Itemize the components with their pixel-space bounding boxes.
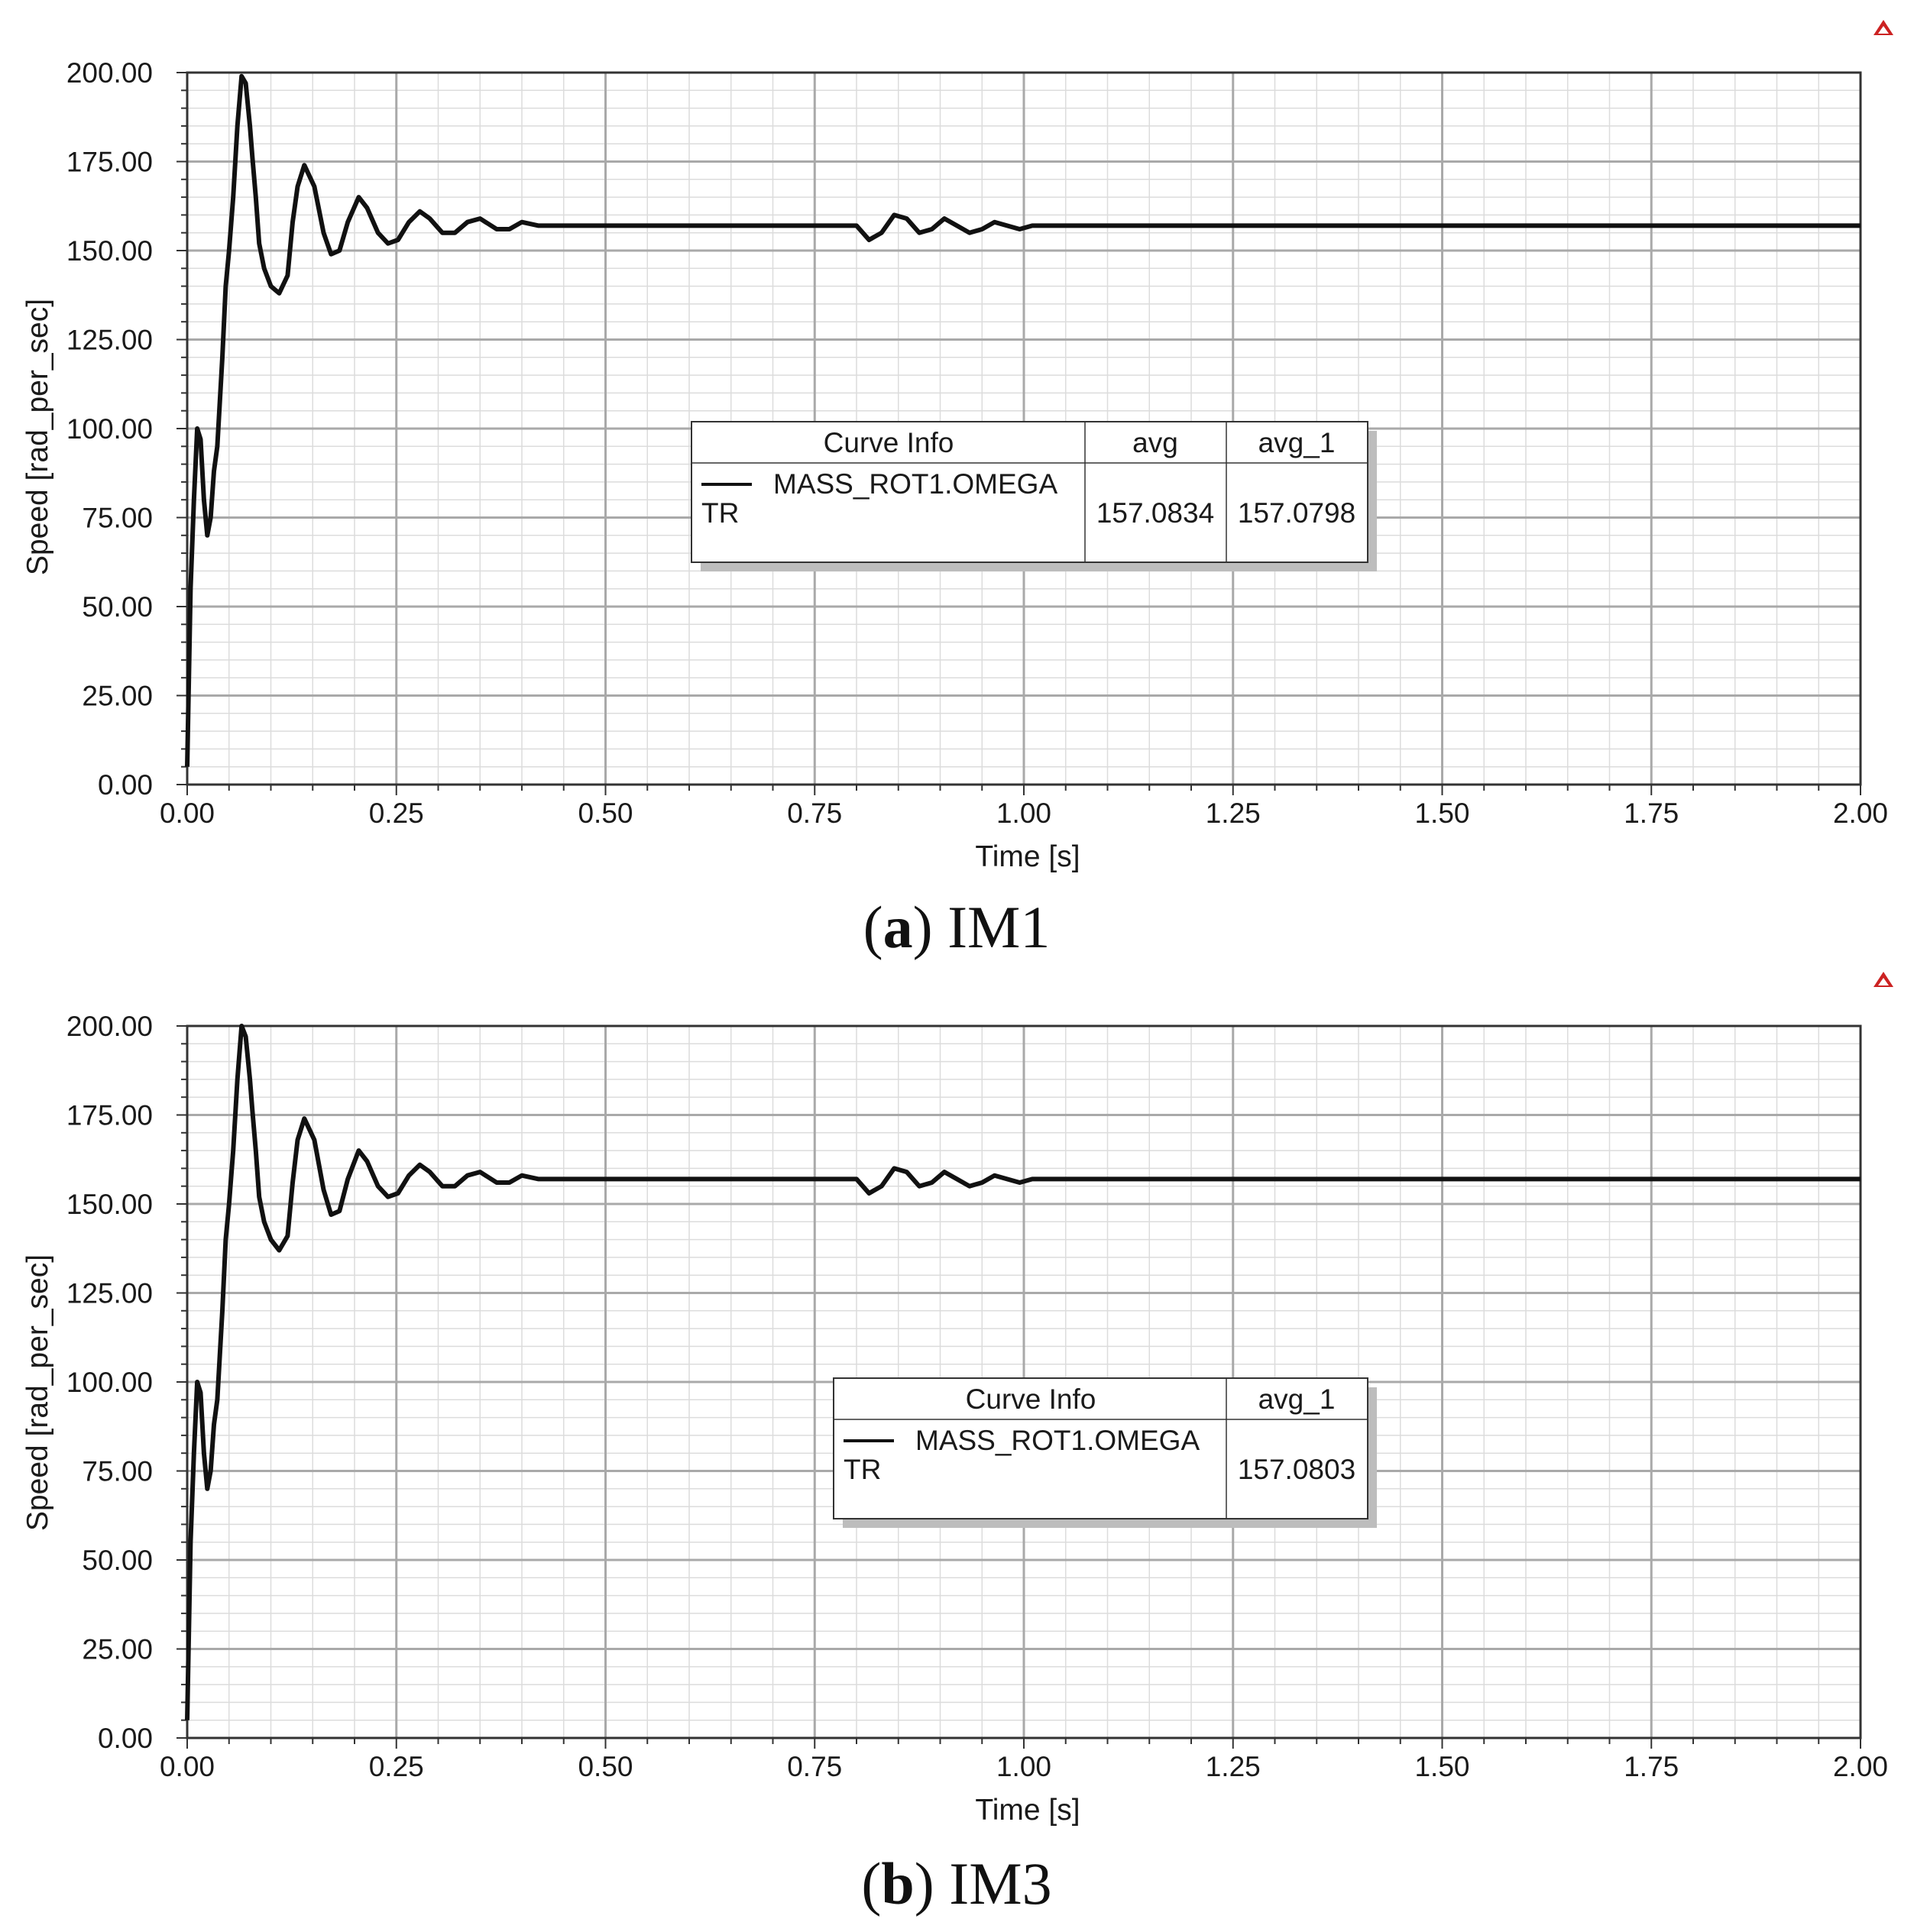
axes <box>177 71 1862 795</box>
y-tick-label: 100.00 <box>66 413 153 445</box>
x-tick-label: 0.50 <box>578 1751 633 1782</box>
y-tick-label: 200.00 <box>66 1011 153 1042</box>
x-tick-labels: 0.00 0.25 0.50 0.75 1.00 1.25 1.50 1.75 2.00 <box>160 798 1888 829</box>
legend-box: Curve Info avg_1 MASS_ROT1.OMEGA TR 157.… <box>833 1377 1377 1528</box>
x-tick-label: 1.50 <box>1414 1751 1469 1782</box>
legend-series-name: MASS_ROT1.OMEGA <box>773 468 1057 500</box>
axes <box>177 1024 1862 1749</box>
legend-series-sub: TR <box>844 1454 881 1485</box>
y-tick-label: 0.00 <box>98 1723 153 1754</box>
x-tick-label: 1.25 <box>1206 1751 1261 1782</box>
x-tick-label: 1.00 <box>996 798 1051 829</box>
x-axis-label: Time [s] <box>975 1794 1080 1827</box>
y-tick-label: 75.00 <box>82 1456 153 1487</box>
y-tick-label: 150.00 <box>66 235 153 267</box>
legend-header-avg-1: avg_1 <box>1258 427 1336 458</box>
legend-header-curve-info: Curve Info <box>824 427 954 458</box>
y-tick-label: 175.00 <box>66 147 153 178</box>
legend-value-avg-1: 157.0803 <box>1238 1454 1355 1485</box>
legend-value-avg-1: 157.0798 <box>1238 497 1355 529</box>
x-tick-label: 0.00 <box>160 1751 215 1782</box>
corner-marker-icon <box>1874 20 1893 35</box>
caption-b: (b) IM3 <box>861 1850 1051 1917</box>
x-tick-label: 0.75 <box>787 1751 842 1782</box>
legend-header-curve-info: Curve Info <box>966 1383 1096 1415</box>
x-tick-label: 1.75 <box>1624 1751 1679 1782</box>
y-tick-label: 25.00 <box>82 681 153 712</box>
x-tick-label: 0.00 <box>160 798 215 829</box>
x-tick-label: 0.75 <box>787 798 842 829</box>
chart-panel-b: 0.00 0.25 0.50 0.75 1.00 1.25 1.50 1.75 2.00 0.0… <box>21 972 1893 1917</box>
legend-series-name: MASS_ROT1.OMEGA <box>915 1425 1200 1456</box>
corner-marker-icon <box>1874 972 1893 987</box>
y-tick-label: 0.00 <box>98 769 153 801</box>
x-tick-labels: 0.00 0.25 0.50 0.75 1.00 1.25 1.50 1.75 2.00 <box>160 1751 1888 1782</box>
y-tick-label: 175.00 <box>66 1100 153 1131</box>
x-tick-label: 1.00 <box>996 1751 1051 1782</box>
x-tick-label: 1.50 <box>1414 798 1469 829</box>
x-tick-label: 0.25 <box>369 798 424 829</box>
y-tick-label: 125.00 <box>66 325 153 356</box>
x-tick-label: 1.25 <box>1206 798 1261 829</box>
series-line-mass-rot1-omega <box>185 1024 1861 1720</box>
y-tick-label: 50.00 <box>82 1545 153 1576</box>
y-tick-label: 75.00 <box>82 503 153 534</box>
y-tick-label: 125.00 <box>66 1278 153 1309</box>
legend-series-sub: TR <box>701 497 739 529</box>
y-axis-label: Speed [rad_per_sec] <box>21 1254 54 1531</box>
x-axis-label: Time [s] <box>975 840 1080 873</box>
x-tick-label: 0.25 <box>369 1751 424 1782</box>
y-axis-label: Speed [rad_per_sec] <box>21 299 54 575</box>
x-tick-label: 0.50 <box>578 798 633 829</box>
series-line-mass-rot1-omega <box>185 73 1861 767</box>
x-tick-label: 1.75 <box>1624 798 1679 829</box>
caption-a: (a) IM1 <box>863 894 1051 960</box>
y-tick-label: 150.00 <box>66 1189 153 1220</box>
legend-value-avg: 157.0834 <box>1096 497 1214 529</box>
y-tick-label: 100.00 <box>66 1367 153 1398</box>
chart-panel-a: 0.00 0.25 0.50 0.75 1.00 1.25 1.50 1.75 2.00 0.0… <box>21 20 1893 960</box>
y-tick-labels: 0.00 25.00 50.00 75.00 100.00 125.00 150.00 175… <box>66 57 153 801</box>
legend-header-avg-1: avg_1 <box>1258 1383 1336 1415</box>
legend-box: Curve Info avg avg_1 MASS_ROT1.OMEGA TR … <box>691 421 1377 571</box>
y-tick-label: 25.00 <box>82 1634 153 1665</box>
y-tick-label: 200.00 <box>66 57 153 89</box>
y-tick-labels: 0.00 25.00 50.00 75.00 100.00 125.00 150.00 175… <box>66 1011 153 1754</box>
y-tick-label: 50.00 <box>82 591 153 623</box>
legend-header-avg: avg <box>1132 427 1178 458</box>
x-tick-label: 2.00 <box>1833 798 1888 829</box>
x-tick-label: 2.00 <box>1833 1751 1888 1782</box>
